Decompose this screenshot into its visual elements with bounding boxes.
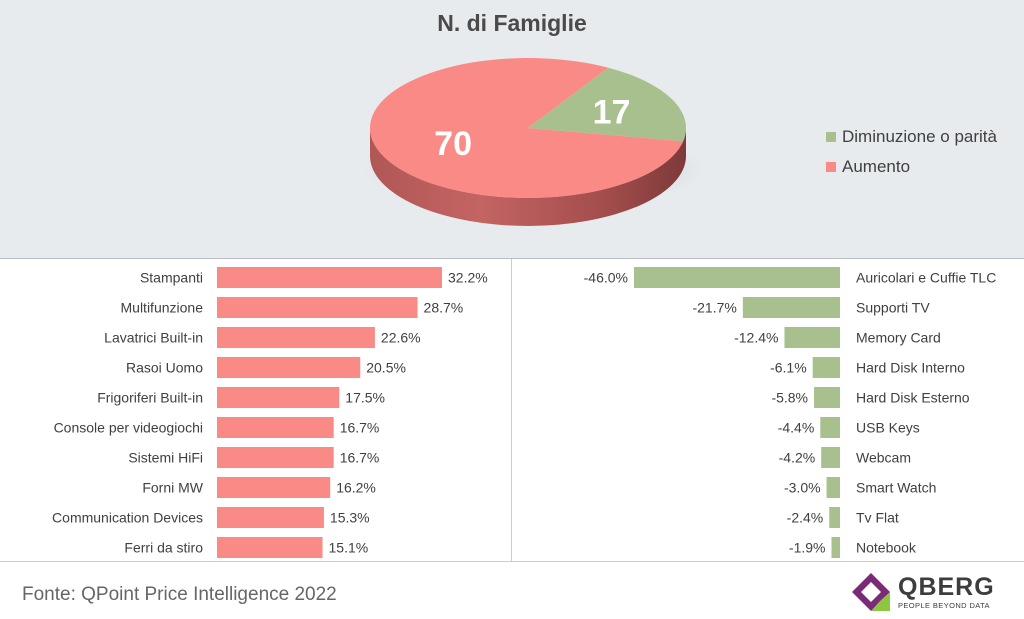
bar-category-label: Console per videogiochi <box>54 420 203 436</box>
bar-category-label: USB Keys <box>856 420 920 436</box>
bar-value-label: 16.2% <box>336 480 376 496</box>
bar-increase <box>217 447 334 468</box>
legend-label-increase: Aumento <box>842 157 911 176</box>
bar-decrease <box>829 507 840 528</box>
bar-decrease <box>820 417 840 438</box>
legend-swatch-increase <box>826 162 836 172</box>
bar-category-label: Memory Card <box>856 330 941 346</box>
bar-category-label: Sistemi HiFi <box>128 450 203 466</box>
bar-category-label: Auricolari e Cuffie TLC <box>856 270 996 286</box>
logo-tagline: PEOPLE BEYOND DATA <box>898 601 990 610</box>
pie-panel: N. di Famiglie 70 17 Diminuzione o parità… <box>0 0 1024 259</box>
bar-value-label: -21.7% <box>692 300 736 316</box>
bar-increase <box>217 267 442 288</box>
bar-value-label: -46.0% <box>584 270 628 286</box>
bar-value-label: -4.2% <box>779 450 816 466</box>
qberg-logo-mark-icon <box>852 573 890 611</box>
bar-value-label: -12.4% <box>734 330 778 346</box>
pie-slice-decrease <box>528 67 686 142</box>
bar-increase <box>217 417 334 438</box>
bar-value-label: -1.9% <box>789 540 826 556</box>
bar-category-label: Lavatrici Built-in <box>104 330 203 346</box>
increase-bar-chart: Stampanti 32.2% Multifunzione 28.7% Lavatric… <box>52 267 488 558</box>
bar-value-label: -4.4% <box>778 420 815 436</box>
bar-value-label: -2.4% <box>787 510 824 526</box>
bar-value-label: 32.2% <box>448 270 488 286</box>
bar-category-label: Supporti TV <box>856 300 930 316</box>
bar-increase <box>217 507 324 528</box>
bar-value-label: 15.1% <box>329 540 369 556</box>
bar-value-label: 16.7% <box>340 420 380 436</box>
bar-category-label: Ferri da stiro <box>124 540 203 556</box>
legend-label-decrease: Diminuzione o parità <box>842 127 997 146</box>
bar-value-label: 22.6% <box>381 330 421 346</box>
bar-value-label: 20.5% <box>366 360 406 376</box>
pie-chart: 70 17 <box>362 58 706 226</box>
bar-category-label: Rasoi Uomo <box>126 360 203 376</box>
bar-decrease <box>821 447 840 468</box>
legend-swatch-decrease <box>826 132 836 142</box>
logo-wordmark: QBERG <box>898 573 995 601</box>
pie-title: N. di Famiglie <box>437 10 587 36</box>
legend-item-decrease: Diminuzione o parità <box>826 122 997 152</box>
bar-value-label: 28.7% <box>424 300 464 316</box>
bar-category-label: Multifunzione <box>121 300 204 316</box>
bar-decrease <box>812 357 840 378</box>
bar-category-label: Stampanti <box>140 270 203 286</box>
bar-value-label: 16.7% <box>340 450 380 466</box>
bar-value-label: -6.1% <box>770 360 807 376</box>
legend-item-increase: Aumento <box>826 152 997 182</box>
decrease-bar-chart: -46.0% Auricolari e Cuffie TLC -21.7% Suppo… <box>584 267 996 558</box>
bar-decrease <box>826 477 840 498</box>
bar-category-label: Communication Devices <box>52 510 203 526</box>
panel-divider <box>511 259 512 561</box>
pie-slice-side-increase <box>370 128 686 226</box>
bar-value-label: -5.8% <box>771 390 808 406</box>
bar-increase <box>217 477 331 498</box>
bar-value-label: 17.5% <box>345 390 385 406</box>
bar-increase <box>217 297 418 318</box>
bar-category-label: Tv Flat <box>856 510 899 526</box>
bar-decrease <box>784 327 840 348</box>
bar-increase <box>217 387 340 408</box>
bar-category-label: Webcam <box>856 450 911 466</box>
pie-legend: Diminuzione o parità Aumento <box>826 122 997 182</box>
bar-category-label: Hard Disk Interno <box>856 360 965 376</box>
bar-category-label: Smart Watch <box>856 480 936 496</box>
bar-value-label: 15.3% <box>330 510 370 526</box>
source-note: Fonte: QPoint Price Intelligence 2022 <box>22 584 337 605</box>
bar-decrease <box>831 537 840 558</box>
qberg-logo: QBERG PEOPLE BEYOND DATA <box>850 571 1000 613</box>
bar-category-label: Hard Disk Esterno <box>856 390 970 406</box>
pie-label-decrease: 17 <box>593 93 631 131</box>
bar-decrease <box>742 297 840 318</box>
bar-decrease <box>814 387 840 408</box>
pie-slice-increase <box>370 58 684 198</box>
bar-category-label: Notebook <box>856 540 917 556</box>
pie-label-increase: 70 <box>434 125 472 163</box>
bar-increase <box>217 537 323 558</box>
bar-charts-panel: Stampanti 32.2% Multifunzione 28.7% Lavatric… <box>0 259 1024 562</box>
bar-value-label: -3.0% <box>784 480 821 496</box>
bar-category-label: Frigoriferi Built-in <box>97 390 203 406</box>
bar-decrease <box>634 267 840 288</box>
bar-increase <box>217 357 361 378</box>
bar-increase <box>217 327 375 348</box>
bar-category-label: Forni MW <box>142 480 203 496</box>
